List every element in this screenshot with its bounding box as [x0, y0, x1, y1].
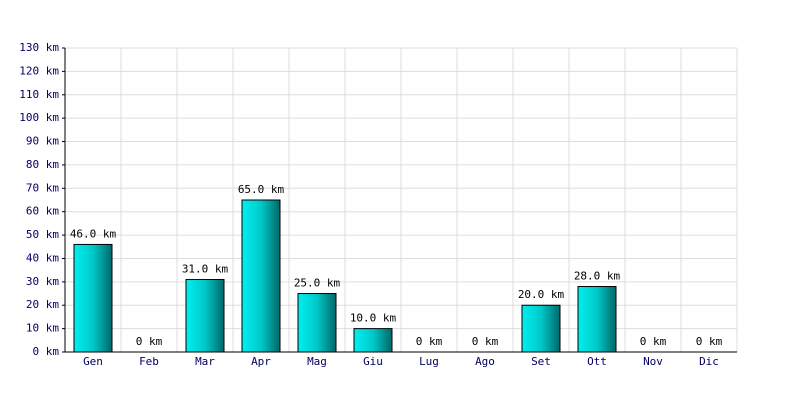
- value-label: 46.0 km: [70, 227, 117, 240]
- y-tick-label: 90 km: [26, 135, 59, 148]
- bar: [577, 286, 617, 353]
- y-tick-label: 80 km: [26, 158, 59, 171]
- value-label: 28.0 km: [574, 270, 621, 283]
- value-label: 0 km: [696, 335, 723, 348]
- y-tick-label: 0 km: [33, 345, 60, 358]
- y-tick-label: 30 km: [26, 275, 59, 288]
- y-tick-label: 50 km: [26, 228, 59, 241]
- bar: [241, 199, 281, 353]
- bar: [297, 293, 337, 353]
- y-tick-label: 70 km: [26, 181, 59, 194]
- y-tick-label: 100 km: [19, 111, 59, 124]
- value-label: 20.0 km: [518, 288, 565, 301]
- x-tick-label: Mar: [195, 355, 215, 368]
- bar: [353, 328, 393, 353]
- y-tick-label: 60 km: [26, 205, 59, 218]
- bar: [521, 304, 561, 353]
- y-tick-label: 120 km: [19, 64, 59, 77]
- y-tick-label: 110 km: [19, 88, 59, 101]
- x-tick-label: Feb: [139, 355, 159, 368]
- x-tick-label: Dic: [699, 355, 719, 368]
- y-tick-label: 10 km: [26, 322, 59, 335]
- x-tick-label: Apr: [251, 355, 271, 368]
- value-label: 25.0 km: [294, 277, 341, 290]
- y-tick-label: 130 km: [19, 41, 59, 54]
- value-label: 0 km: [640, 335, 667, 348]
- value-label: 0 km: [472, 335, 499, 348]
- y-tick-label: 40 km: [26, 251, 59, 264]
- x-tick-label: Gen: [83, 355, 103, 368]
- x-tick-label: Lug: [419, 355, 439, 368]
- value-label: 10.0 km: [350, 312, 397, 325]
- value-label: 0 km: [416, 335, 443, 348]
- x-tick-label: Giu: [363, 355, 383, 368]
- x-tick-label: Set: [531, 355, 551, 368]
- value-label: 65.0 km: [238, 183, 285, 196]
- value-label: 31.0 km: [182, 263, 229, 276]
- x-tick-label: Ott: [587, 355, 607, 368]
- x-tick-label: Mag: [307, 355, 327, 368]
- x-tick-label: Ago: [475, 355, 495, 368]
- value-label: 0 km: [136, 335, 163, 348]
- y-tick-label: 20 km: [26, 298, 59, 311]
- bar: [73, 243, 113, 353]
- bar: [185, 279, 225, 353]
- x-tick-label: Nov: [643, 355, 663, 368]
